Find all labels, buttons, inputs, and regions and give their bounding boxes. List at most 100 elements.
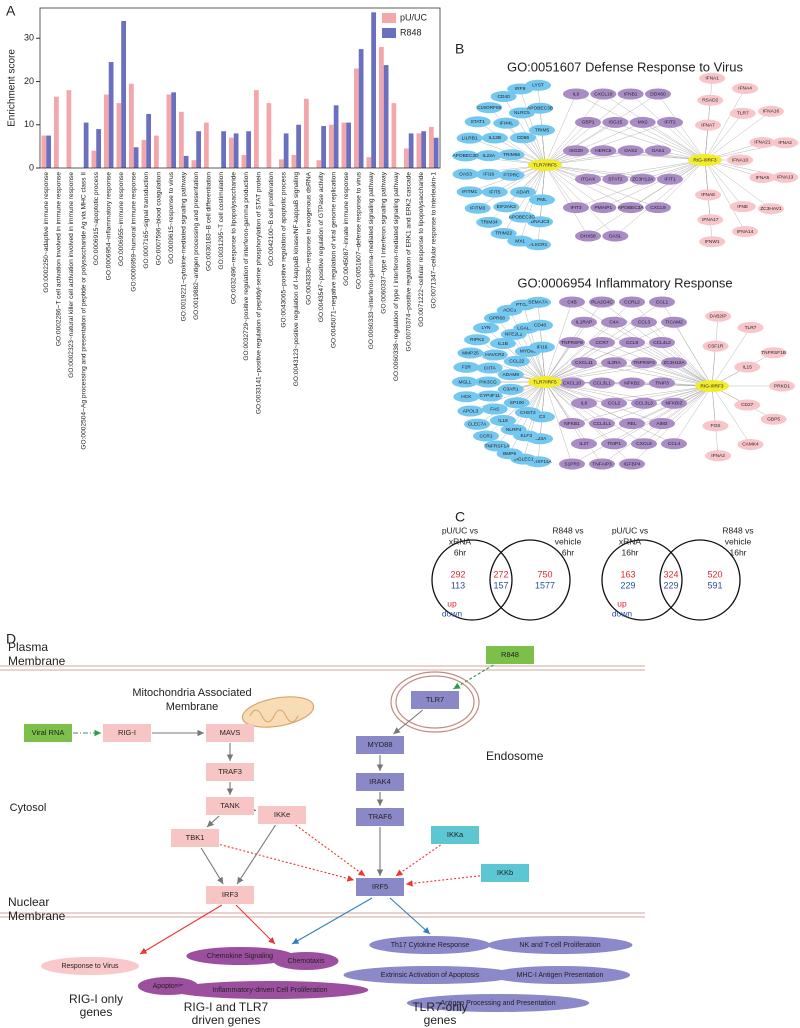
pathway-node [171,829,219,847]
network-edge [704,113,743,161]
gene-group-label: TLR7-only [412,1000,467,1014]
gene-label: TNFRSF1B [761,350,786,356]
gene-node [527,102,554,114]
gene-label: IRF9 [515,86,526,92]
gene-node [727,154,753,166]
x-tick-label: GO:0030183~B cell differentiation [206,172,213,271]
x-tick-label: GO:0060337~type I interferon signaling p… [381,171,388,313]
legend-swatch [382,13,396,23]
bar [104,94,109,168]
bar [108,62,114,168]
gene-node [490,91,517,103]
gene-label: RIPK2 [470,337,484,343]
network-edge [603,159,706,208]
gene-node [734,361,761,373]
gene-label: NLRP4 [506,427,522,433]
bar [129,83,134,168]
gene-label: ADAM8 [503,372,520,378]
pathway-node-label: R848 [501,650,519,659]
network-edge [503,164,546,234]
outcome-label: Th17 Cytokine Response [391,942,470,949]
gene-node [590,145,617,157]
gene-label: CCRL2 [624,299,640,305]
gene-node [559,458,585,470]
gene-label: TNFAIP3 [592,461,612,467]
gene-label: ISG15 [609,120,623,126]
hub-label: RIG-I/IRF3 [700,383,724,389]
gene-label: IFI16 [483,172,494,178]
gene-node [631,316,657,328]
gene-node [590,202,617,214]
gene-node [661,316,687,328]
gene-label: IFI16 [536,344,547,350]
gene-node [525,79,552,91]
network-edge [470,352,546,383]
gene-label: IFNA4 [738,86,752,92]
gene-node [699,72,726,84]
network-edge [544,93,604,166]
gene-label: TRIM22 [495,231,512,237]
outcome-node [343,966,517,984]
gene-label: CD40 [497,94,510,100]
gene-label: REL [627,421,637,427]
gene-node [489,415,516,427]
venn-set-label: pU/UC vs [442,525,478,535]
network-edge [643,322,713,387]
gene-node [757,105,784,117]
gene-node [661,438,687,450]
gene-node [737,322,764,334]
gene-label: FAS [490,406,499,412]
gene-label: NFKB2 [624,380,640,386]
x-tick-label: GO:0060333~interferon-gamma-mediated sig… [368,171,375,349]
bar [429,126,434,168]
network-edge [544,93,659,166]
gene-node [503,397,530,409]
pathway-arrow [295,824,366,877]
gene-node [601,397,627,409]
gene-node [769,380,795,392]
endosome [395,675,475,729]
panel-label: A [6,3,16,19]
panel-label: C [455,509,465,525]
gene-label: CXCL10 [594,91,612,97]
pathway-arrow [200,847,224,885]
gene-node [737,438,764,450]
outcome-label: Chemotaxis [288,958,325,965]
outcome-node [186,947,294,965]
bar [133,147,139,168]
gene-node [601,357,627,369]
bar [266,103,272,168]
network-edge [544,381,633,465]
network-edge [544,122,643,166]
gene-node [617,145,644,157]
gene-node [760,413,787,425]
gene-label: IFIT5 [489,189,501,195]
hub-node [528,376,562,388]
network-edge [544,164,577,208]
gene-node [772,171,799,183]
gene-label: IFNA1 [705,76,719,82]
gene-node [695,189,722,201]
pathway-arrow [206,815,220,828]
compartment-label: Nuclear [8,895,49,909]
network-edge [615,159,706,180]
gene-node [649,418,675,429]
gene-label: TRIM56 [503,152,520,158]
gene-label: SIGLEC1 [513,456,534,462]
gene-node [453,361,480,373]
pathway-node-label: IRF5 [372,882,388,891]
gene-label: DHX58 [580,233,596,239]
network-edge [544,164,616,237]
gene-label: CCL3L1 [593,380,611,386]
x-tick-label: GO:0043123~positive regulation of I-kapp… [293,172,300,387]
gene-node [589,418,615,429]
x-tick-label: GO:0045087~innate immune response [343,172,350,286]
gene-label: SP100 [510,400,525,406]
bar [154,135,159,168]
network-edge [544,164,604,208]
gene-label: PTPRC [503,172,520,178]
outcome-label: NK and T-cell Proliferation [519,942,600,949]
bar [146,113,151,168]
bar [279,159,284,168]
bar [321,126,326,168]
